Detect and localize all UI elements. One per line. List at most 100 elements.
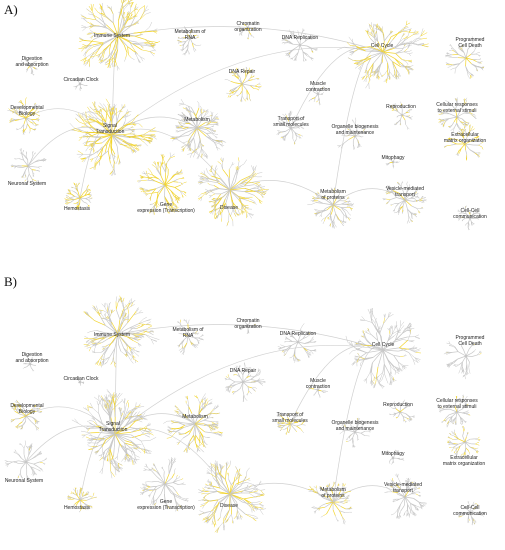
pathway-edge [122, 113, 128, 118]
pathway-edge [401, 114, 406, 121]
pathway-edge [151, 135, 157, 140]
pathway-edge [232, 73, 236, 76]
pathway-edge [367, 28, 370, 33]
pathway-edge [421, 45, 429, 48]
pathway-edge [35, 113, 39, 116]
pathway-edge [94, 155, 99, 162]
pathway-edge [132, 129, 136, 132]
pathway-edge [247, 70, 249, 74]
pathway-edge [110, 62, 113, 66]
pathway-edge [79, 195, 85, 199]
pathway-edge [448, 101, 452, 105]
pathway-edge [410, 38, 417, 44]
pathway-edge [117, 332, 132, 335]
pathway-edge [206, 123, 213, 126]
pathway-edge [164, 184, 172, 192]
pathway-edge [111, 310, 115, 314]
pathway-edge [288, 121, 292, 129]
pathway-edge [441, 118, 445, 121]
pathway-edge [458, 218, 460, 221]
pathway-edge [451, 48, 453, 50]
pathway-edge [341, 223, 345, 227]
pathway-edge [144, 334, 154, 338]
pathway-edge [229, 90, 232, 93]
pathway-edge [322, 208, 326, 212]
pathway-edge [103, 44, 111, 52]
pathway-edge [372, 34, 375, 38]
pathway-edge [318, 103, 320, 106]
pathway-edge [143, 316, 147, 320]
pathway-edge [196, 122, 206, 129]
label-programmed-death: Programmed Cell Death [455, 37, 485, 49]
pathway-edge [402, 24, 407, 32]
pathway-edge [349, 44, 355, 47]
pathway-edge [216, 193, 222, 201]
pathway-edge [388, 372, 393, 379]
pathway-edge [31, 169, 36, 171]
pathway-edge [69, 123, 75, 128]
pathway-edge [259, 187, 264, 192]
pathway-edge [10, 119, 13, 121]
label-gene-expression: Gene expression (Transcription) [137, 202, 195, 214]
pathway-edge [368, 32, 373, 37]
pathway-edge [128, 134, 143, 138]
pathway-edge [14, 107, 17, 110]
pathway-edge [212, 205, 217, 211]
pathway-edge [230, 91, 233, 94]
pathway-edge [404, 192, 407, 201]
pathway-edge [127, 127, 132, 130]
pathway-edge [391, 378, 397, 382]
pathway-edge [133, 340, 139, 344]
pathway-edge [231, 92, 234, 94]
pathway-edge [83, 158, 87, 163]
pathway-edge [75, 187, 79, 192]
pathway-edge [416, 208, 419, 212]
pathway-edge [129, 16, 136, 27]
pathway-edge [140, 334, 145, 336]
pathway-edge [333, 213, 336, 221]
pathway-edge [98, 361, 101, 366]
pathway-edge [354, 44, 361, 49]
pathway-edge [182, 115, 188, 117]
pathway-edge [185, 28, 188, 31]
pathway-edge [408, 52, 413, 54]
pathway-edge [352, 42, 357, 48]
pathway-edge [247, 68, 249, 71]
pathway-edge [317, 196, 323, 198]
pathway-edge [357, 62, 364, 67]
pathway-edge [20, 124, 25, 129]
pathway-edge [232, 207, 235, 214]
pathway-edge [126, 315, 129, 319]
pathway-edge [134, 8, 136, 17]
pathway-edge [382, 51, 393, 62]
pathway-edge [209, 126, 213, 128]
pathway-edge [189, 110, 194, 114]
pathway-edge [119, 297, 122, 303]
pathway-edge [120, 124, 128, 131]
pathway-edge [287, 51, 291, 54]
pathway-edge [179, 102, 185, 105]
pathway-edge [449, 126, 451, 129]
pathway-edge [88, 39, 94, 45]
pathway-edge [87, 136, 91, 141]
pathway-edge [101, 9, 106, 16]
pathway-edge [22, 62, 27, 65]
pathway-edge [138, 180, 142, 183]
pathway-edge [398, 119, 401, 123]
pathway-edge [364, 70, 369, 77]
pathway-edge [85, 124, 96, 133]
pathway-edge [185, 51, 188, 54]
label-neuronal: Neuronal System [7, 181, 47, 187]
pathway-edge [300, 33, 303, 38]
pathway-edge [443, 121, 446, 125]
pathway-edge [127, 145, 132, 150]
pathway-edge [116, 115, 124, 124]
pathway-edge [99, 61, 104, 64]
pathway-edge [33, 175, 35, 177]
pathway-edge [181, 111, 184, 115]
pathway-edge [230, 80, 236, 84]
pathway-edge [158, 178, 166, 186]
pathway-edge [86, 185, 89, 188]
pathway-edge [445, 111, 450, 115]
pathway-edge [350, 207, 352, 211]
